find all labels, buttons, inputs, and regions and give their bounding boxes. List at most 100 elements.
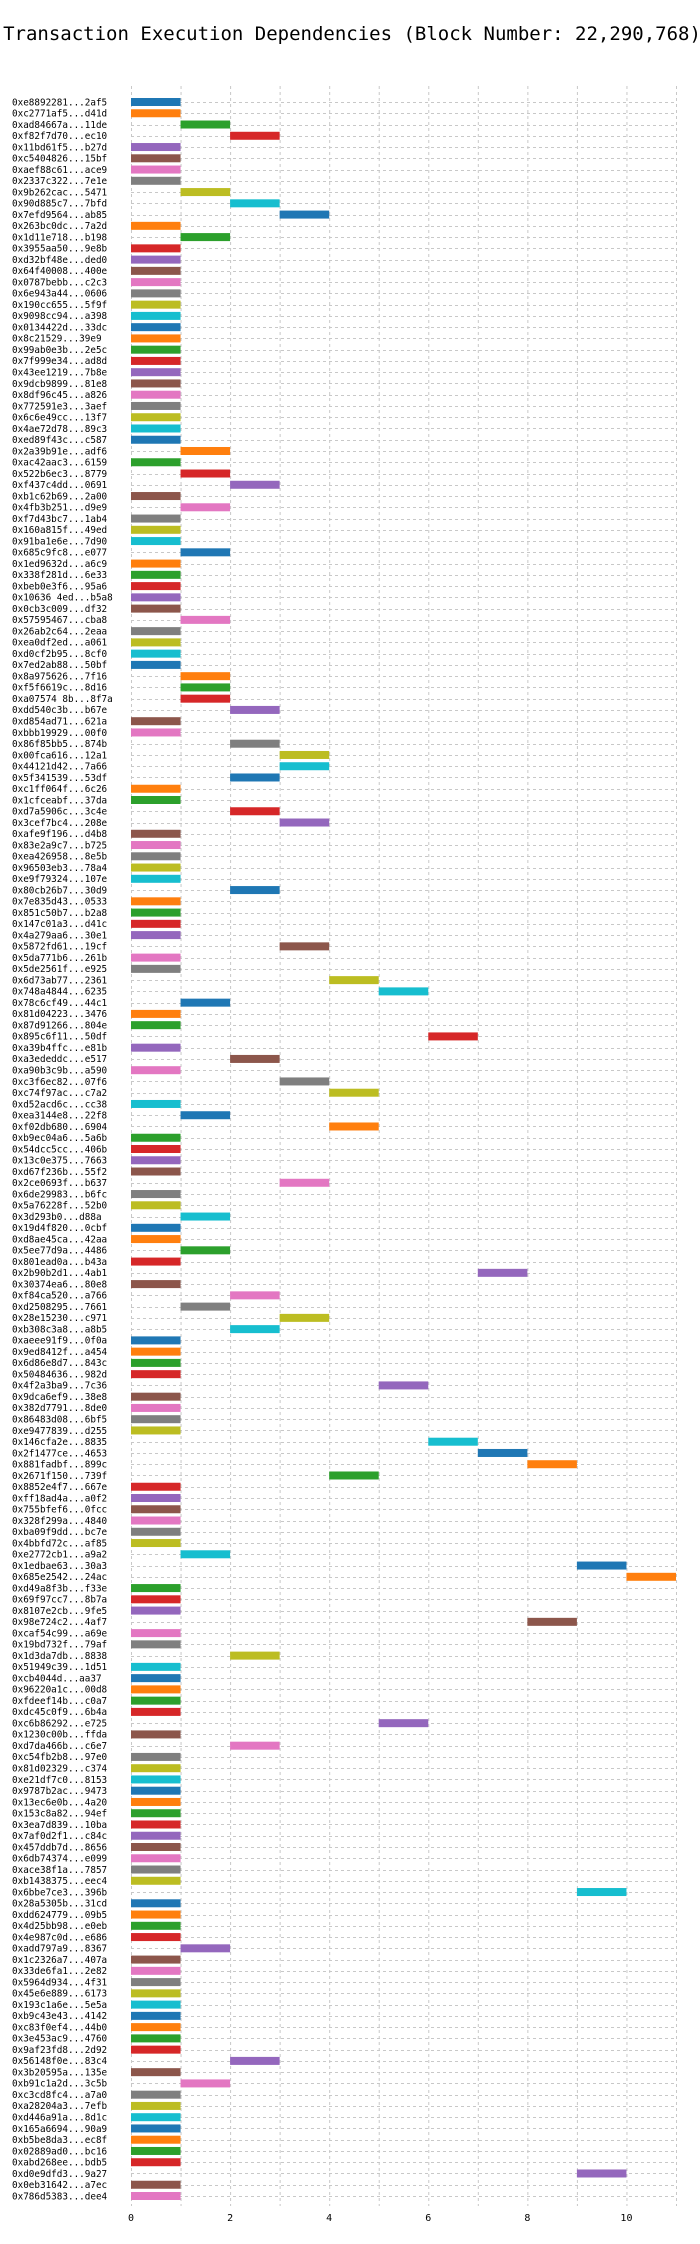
transaction-label: 0x2b90b2d1...4ab1 — [12, 1268, 107, 1279]
transaction-label: 0x165a6694...90a9 — [12, 2124, 107, 2135]
transaction-label: 0xd67f236b...55f2 — [12, 1167, 107, 1178]
transaction-label: 0x51949c39...1d51 — [12, 1662, 107, 1673]
transaction-label: 0xace38f1a...7857 — [12, 1865, 107, 1876]
transaction-bar — [131, 2101, 181, 2110]
transaction-bar — [576, 1888, 627, 1897]
transaction-bar — [131, 244, 181, 253]
transaction-label: 0xed89f43c...c587 — [12, 435, 107, 446]
transaction-label: 0x3e453ac9...4760 — [12, 2034, 107, 2045]
transaction-bar — [626, 1572, 676, 1581]
transaction-label: 0x338f281d...6e33 — [12, 570, 107, 581]
transaction-bar — [230, 705, 280, 714]
transaction-label: 0x80cb26b7...30d9 — [12, 885, 107, 896]
transaction-label: 0xe2772cb1...a9a2 — [12, 1550, 107, 1561]
transaction-label: 0x50484636...982d — [12, 1369, 107, 1380]
transaction-label: 0x11bd61f5...b27d — [12, 142, 107, 153]
transaction-bar — [131, 1336, 181, 1345]
transaction-bar — [131, 908, 181, 917]
transaction-bar — [131, 841, 181, 850]
transaction-label: 0xd52acd6c...cc38 — [12, 1099, 107, 1110]
transaction-bar — [131, 570, 181, 579]
transaction-label: 0xa39b4ffc...e81b — [12, 1043, 108, 1054]
transaction-bar — [131, 1955, 181, 1964]
transaction-bar — [180, 1550, 231, 1559]
transaction-label: 0x96503eb3...78a4 — [12, 863, 108, 874]
transaction-label: 0x64f40008...400e — [12, 266, 108, 277]
transaction-label: 0xf84ca520...a766 — [12, 1291, 107, 1302]
transaction-label: 0x96220a1c...00d8 — [12, 1685, 107, 1696]
transaction-label: 0xba09f9dd...bc7e — [12, 1527, 108, 1538]
transaction-label: 0x3ea7d839...10ba — [12, 1820, 107, 1831]
transaction-label: 0x9ed8412f...a454 — [12, 1347, 108, 1358]
transaction-label: 0x4ae72d78...89c3 — [12, 424, 107, 435]
transaction-label: 0xb308c3a8...a8b5 — [12, 1324, 107, 1335]
transaction-bar — [131, 311, 181, 320]
transaction-label: 0x2ce0693f...b637 — [12, 1178, 107, 1189]
transaction-bar — [131, 1043, 181, 1052]
transaction-bar — [131, 1876, 181, 1885]
x-axis-labels: 0 2 4 6 8 10 — [128, 2213, 632, 2224]
transaction-bar — [230, 1325, 280, 1334]
transaction-label: 0x9dcb9899...81e8 — [12, 379, 107, 390]
transaction-bar — [131, 1899, 181, 1908]
transaction-label: 0x193c1a6e...5e5a — [12, 2000, 107, 2011]
transaction-label: 0xb9ec04a6...5a6b — [12, 1133, 108, 1144]
transaction-label: 0xac42aac3...6159 — [12, 458, 107, 469]
transaction-bar — [180, 503, 231, 512]
transaction-label: 0xe21df7c0...8153 — [12, 1775, 107, 1786]
transaction-bar — [428, 1437, 478, 1446]
transaction-bar — [180, 233, 231, 242]
transaction-bar — [131, 255, 181, 264]
transaction-label: 0x263bc0dc...7a2d — [12, 221, 107, 232]
transaction-bar — [131, 379, 181, 388]
transaction-label: 0xc3f6ec82...07f6 — [12, 1077, 107, 1088]
transaction-label: 0x1d3da7db...8838 — [12, 1651, 107, 1662]
transaction-label: 0x87d91266...804e — [12, 1020, 108, 1031]
transaction-bar — [230, 886, 280, 895]
transaction-bar — [131, 1640, 181, 1649]
transaction-label: 0x786d5383...dee4 — [12, 2191, 108, 2202]
transaction-label: 0xd49a8f3b...f33e — [12, 1583, 108, 1594]
transaction-label: 0xf437c4dd...0691 — [12, 480, 107, 491]
transaction-bar — [131, 863, 181, 872]
transaction-bar — [131, 1358, 181, 1367]
transaction-label: 0x45e6e889...6173 — [12, 1989, 107, 2000]
transaction-label: 0x1edbae63...30a3 — [12, 1561, 107, 1572]
transaction-label: 0x8df96c45...a826 — [12, 390, 107, 401]
transaction-bar — [131, 717, 181, 726]
transaction-bar — [378, 1719, 429, 1728]
transaction-bar — [131, 1629, 181, 1638]
transaction-bar — [230, 739, 280, 748]
transaction-bar — [131, 1066, 181, 1075]
transaction-label: 0x10636 4ed...b5a8 — [12, 593, 113, 604]
transaction-label: 0xe8892281...2af5 — [12, 97, 107, 108]
transaction-label: 0xa28204a3...7efb — [12, 2101, 108, 2112]
transaction-label: 0xa3ededdc...e517 — [12, 1054, 107, 1065]
transaction-bar — [131, 1831, 181, 1840]
transaction-bar — [131, 1933, 181, 1942]
transaction-bar — [329, 976, 379, 985]
transaction-label: 0x7f999e34...ad8d — [12, 356, 107, 367]
transaction-label: 0x772591e3...3aef — [12, 401, 107, 412]
transaction-bar — [131, 323, 181, 332]
transaction-label: 0xc1ff064f...6c26 — [12, 784, 107, 795]
transaction-bar — [131, 2180, 181, 2189]
transaction-bar — [131, 1662, 181, 1671]
transaction-bar — [230, 807, 280, 816]
transaction-label: 0x881fadbf...899c — [12, 1460, 107, 1471]
transaction-label: 0x02889ad0...bc16 — [12, 2146, 107, 2157]
transaction-bar — [131, 2000, 181, 2009]
transaction-label: 0xb91c1a2d...3c5b — [12, 2079, 108, 2090]
x-tick-label: 6 — [425, 2213, 431, 2224]
transaction-bar — [180, 2079, 231, 2088]
transaction-bar — [527, 1617, 577, 1626]
transaction-bar — [131, 1989, 181, 1998]
transaction-label: 0xc74f97ac...c7a2 — [12, 1088, 107, 1099]
transaction-label: 0x8107e2cb...9fe5 — [12, 1606, 107, 1617]
transaction-label: 0xd32bf48e...ded0 — [12, 255, 107, 266]
transaction-bar — [329, 1088, 379, 1097]
transaction-bar — [180, 1111, 231, 1120]
transaction-label: 0x146cfa2e...8835 — [12, 1437, 107, 1448]
transaction-bar — [527, 1460, 577, 1469]
